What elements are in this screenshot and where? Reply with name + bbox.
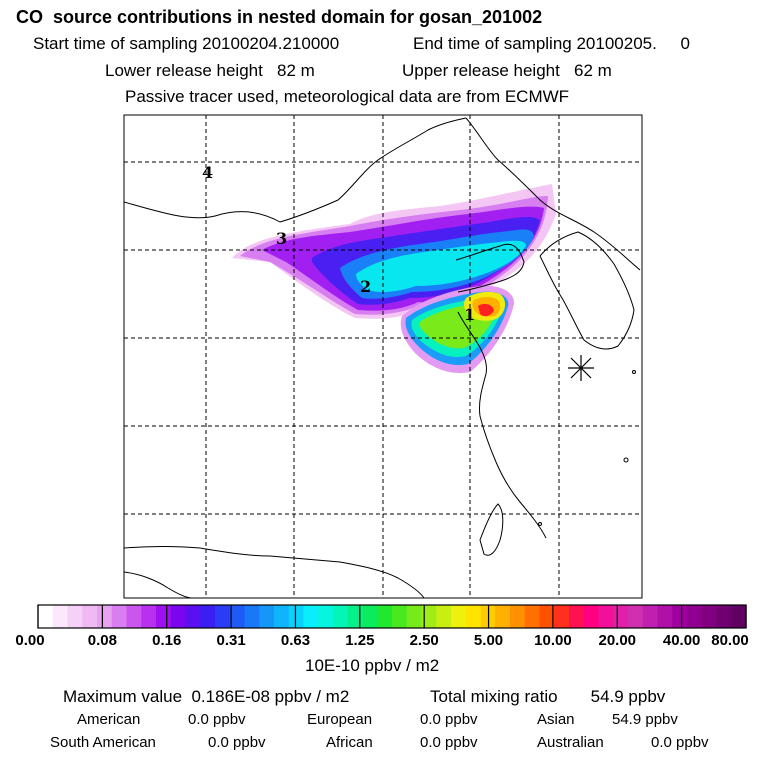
colorbar-cell — [583, 605, 600, 628]
colorbar-cell — [141, 605, 157, 628]
colorbar-cell — [716, 605, 732, 628]
colorbar-cell — [156, 605, 172, 628]
colorbar-cell — [170, 605, 187, 628]
map-grid — [124, 115, 642, 598]
colorbar-cell — [436, 605, 452, 628]
colorbar-cell — [421, 605, 437, 628]
colorbar-cell — [318, 605, 334, 628]
colorbar-cell — [67, 605, 83, 628]
colorbar-cell — [126, 605, 142, 628]
colorbar-cell — [628, 605, 644, 628]
colorbar-cell — [569, 605, 585, 628]
colorbar-cell — [642, 605, 659, 628]
colorbar-tick-label: 2.50 — [409, 632, 439, 649]
region-marker-2: 2 — [360, 277, 371, 296]
colorbar-cell — [259, 605, 275, 628]
colorbar-tick-label: 10.00 — [534, 632, 572, 649]
region-marker-1: 1 — [464, 305, 475, 324]
maximum-value: Maximum value 0.186E-08 ppbv / m2 — [63, 687, 350, 706]
colorbar-cell — [701, 605, 718, 628]
colorbar-cell — [333, 605, 349, 628]
lower-release-height: Lower release height 82 m — [105, 61, 315, 80]
contribution-name: African — [326, 734, 373, 751]
contribution-name: South American — [50, 734, 156, 751]
contribution-value: 0.0 ppbv — [420, 711, 478, 728]
tracer-note: Passive tracer used, meteorological data… — [125, 87, 570, 106]
colorbar-cell — [657, 605, 673, 628]
region-marker-3: 3 — [276, 229, 287, 248]
contribution-name: European — [307, 711, 373, 728]
colorbar-cell — [524, 605, 541, 628]
contribution-value: 0.0 ppbv — [420, 734, 478, 751]
colorbar-cell — [687, 605, 703, 628]
colorbar-cell — [82, 605, 98, 628]
colorbar-cell — [554, 605, 570, 628]
colorbar-cell — [465, 605, 482, 628]
colorbar-cell — [38, 605, 54, 628]
colorbar-tick-label: 0.00 — [15, 632, 45, 649]
colorbar-cell — [495, 605, 511, 628]
contribution-value: 0.0 ppbv — [208, 734, 266, 751]
colorbar-cell — [539, 605, 555, 628]
total-mixing-ratio: Total mixing ratio 54.9 ppbv — [430, 687, 666, 706]
colorbar-cell — [200, 605, 216, 628]
colorbar-tick-label: 20.00 — [598, 632, 637, 649]
colorbar-tick-label: 0.31 — [216, 632, 246, 649]
colorbar-tick-label: 80.00 — [711, 632, 749, 649]
colorbar-tick-label: 5.00 — [473, 632, 504, 649]
colorbar-cell — [303, 605, 319, 628]
colorbar-cell — [185, 605, 201, 628]
colorbar-tick-label: 0.63 — [280, 632, 311, 649]
colorbar-cell — [288, 605, 305, 628]
colorbar-tick-label: 0.16 — [152, 632, 182, 649]
colorbar-tick-label: 40.00 — [662, 632, 701, 649]
contribution-value: 0.0 ppbv — [188, 711, 246, 728]
colorbar-cell — [229, 605, 246, 628]
colorbar-cell — [672, 605, 688, 628]
colorbar-cell — [392, 605, 408, 628]
receptor-marker — [568, 355, 594, 381]
colorbar-cell — [377, 605, 393, 628]
contribution-name: American — [77, 711, 141, 728]
colorbar-cell — [347, 605, 364, 628]
contribution-name: Australian — [537, 734, 604, 751]
colorbar-tick-label: 0.08 — [87, 632, 117, 649]
upper-release-height: Upper release height 62 m — [402, 61, 612, 80]
colorbar-cell — [362, 605, 378, 628]
region-marker-4: 4 — [202, 163, 213, 182]
colorbar-cell — [406, 605, 423, 628]
colorbar-cell — [451, 605, 467, 628]
start-time-label: Start time of sampling 20100204.210000 — [33, 34, 340, 53]
end-time-label: End time of sampling 20100205. 0 — [413, 34, 690, 53]
colorbar-cell — [613, 605, 629, 628]
map-frame — [123, 114, 643, 599]
chart-title: CO source contributions in nested domain… — [16, 7, 543, 27]
colorbar-cell — [510, 605, 526, 628]
colorbar-cell — [215, 605, 231, 628]
colorbar-tick-label: 1.25 — [345, 632, 375, 649]
colorbar-cell — [111, 605, 128, 628]
colorbar-units: 10E-10 ppbv / m2 — [305, 656, 440, 675]
contribution-value: 54.9 ppbv — [612, 711, 678, 728]
contribution-value: 0.0 ppbv — [651, 734, 709, 751]
colorbar-cell — [274, 605, 290, 628]
colorbar-cell — [52, 605, 69, 628]
concentration-field — [232, 184, 556, 374]
contribution-name: Asian — [537, 711, 575, 728]
colorbar-cell — [97, 605, 113, 628]
coastlines — [124, 117, 641, 598]
colorbar-cell — [244, 605, 260, 628]
colorbar-cell — [731, 605, 747, 628]
colorbar-cell — [598, 605, 614, 628]
